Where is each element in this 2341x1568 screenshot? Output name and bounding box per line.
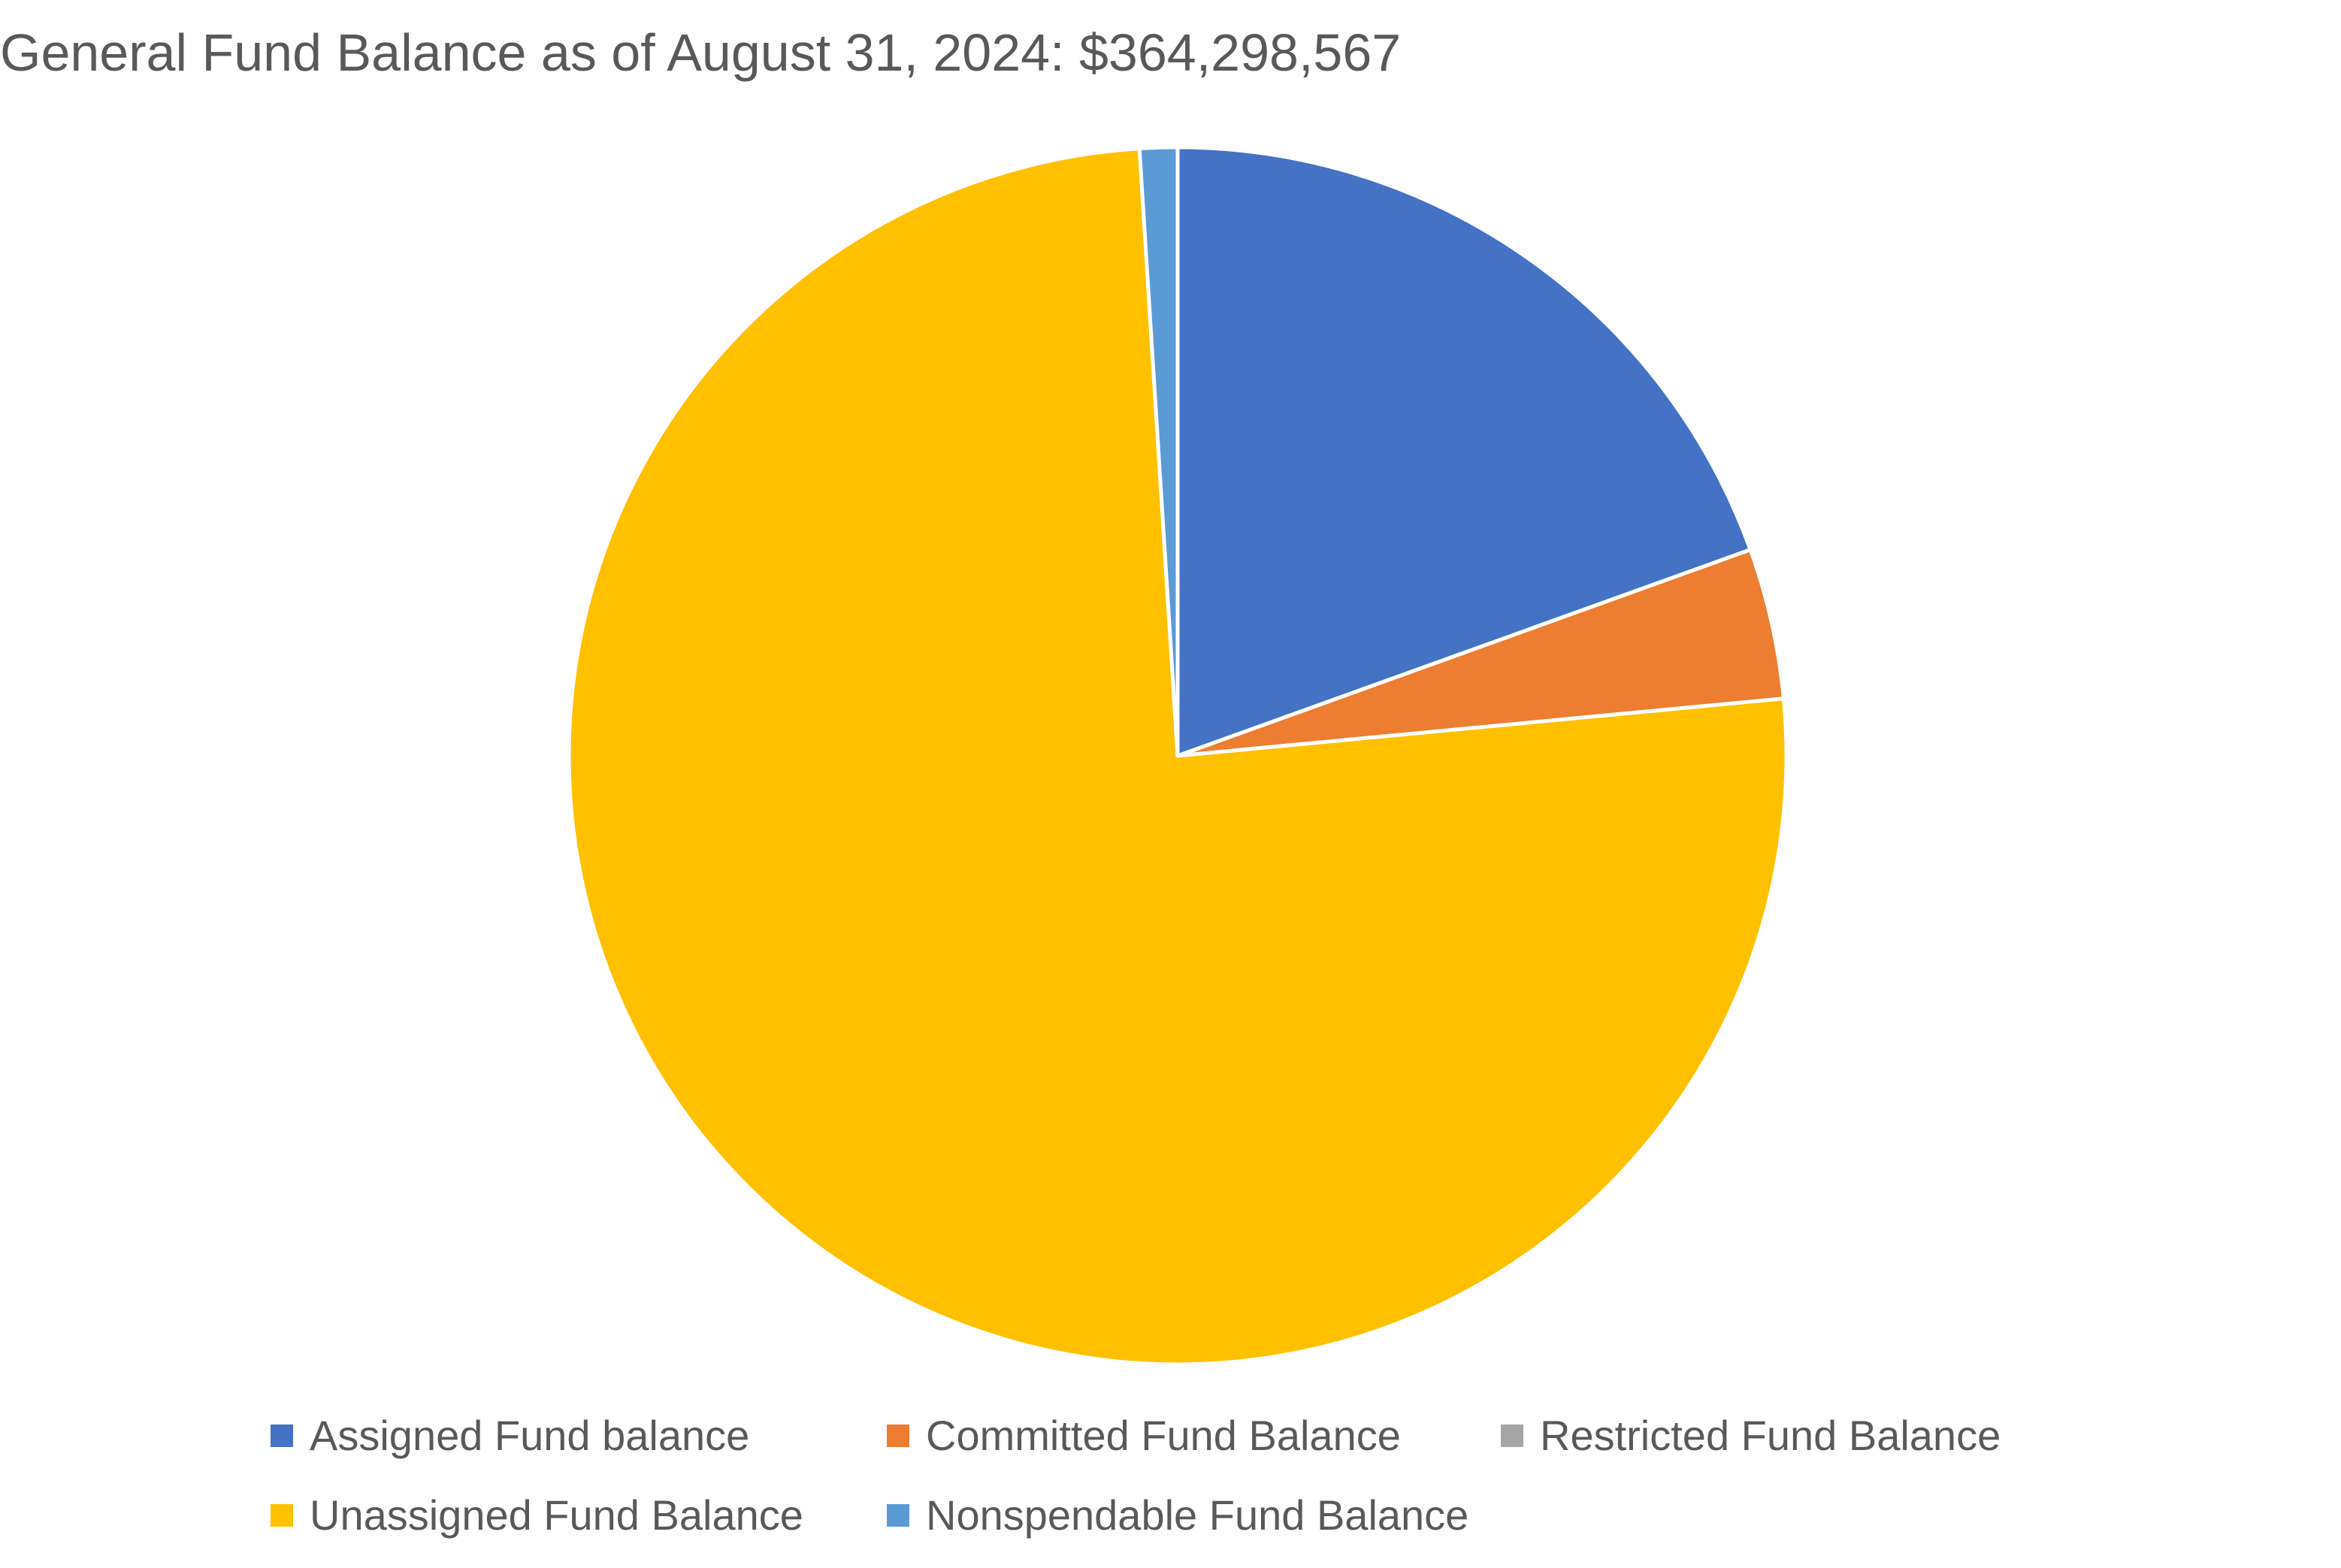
- pie-slice-committed: [1175, 548, 1786, 758]
- legend-item-committed: Committed Fund Balance: [887, 1411, 1401, 1460]
- legend-label-unassigned: Unassigned Fund Balance: [310, 1491, 803, 1539]
- legend-swatch-restricted: [1501, 1424, 1523, 1447]
- legend-swatch-nonspendable: [887, 1503, 909, 1527]
- legend-label-committed: Committed Fund Balance: [926, 1412, 1401, 1459]
- legend: Assigned Fund balance Committed Fund Bal…: [271, 1411, 2149, 1554]
- legend-label-assigned: Assigned Fund balance: [310, 1412, 750, 1459]
- legend-label-nonspendable: Nonspendable Fund Balance: [926, 1491, 1469, 1539]
- legend-swatch-unassigned: [271, 1503, 293, 1527]
- legend-item-assigned: Assigned Fund balance: [271, 1411, 749, 1460]
- legend-item-nonspendable: Nonspendable Fund Balance: [887, 1491, 1468, 1539]
- legend-label-restricted: Restricted Fund Balance: [1540, 1412, 2001, 1459]
- legend-swatch-committed: [887, 1424, 909, 1447]
- legend-item-unassigned: Unassigned Fund Balance: [271, 1491, 803, 1539]
- pie-slice-nonspendable: [1137, 145, 1180, 758]
- pie-slice-assigned: [1175, 145, 1753, 758]
- legend-item-restricted: Restricted Fund Balance: [1501, 1411, 2001, 1460]
- legend-swatch-assigned: [271, 1424, 293, 1447]
